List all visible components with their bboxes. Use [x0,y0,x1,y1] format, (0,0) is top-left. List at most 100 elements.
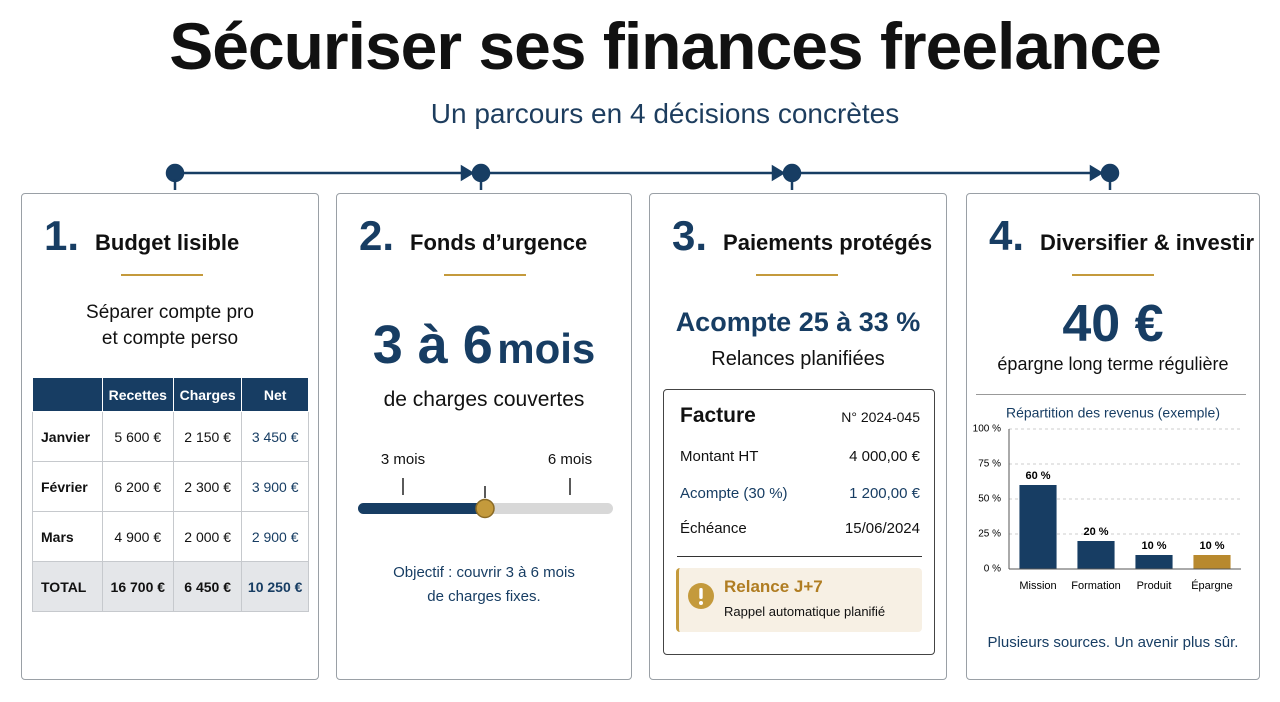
divider [677,556,922,557]
cell: 16 700 € [101,561,174,612]
cell: Mars [32,511,103,562]
invoice-row: Montant HT 4 000,00 € [680,448,920,465]
invoice-row: Acompte (30 %) 1 200,00 € [680,485,920,502]
timeline [165,163,1120,190]
alert: Relance J+7 Rappel automatique planifié [676,568,922,632]
row-label: Échéance [680,520,747,537]
y-tick-label: 0 % [984,564,1001,575]
y-tick-label: 50 % [978,494,1001,505]
card-header: 1. Budget lisible [22,212,239,260]
cell: 4 900 € [101,511,174,562]
table-row: Février 6 200 €2 300 €3 900 € [32,461,309,512]
highlight-unit: mois [497,325,596,372]
lead: Séparer compte pro [86,302,254,323]
title: Sécuriser ses finances freelance [169,9,1162,83]
chart-title: Répartition des revenus (exemple) [1006,405,1220,421]
data-label: 10 % [1199,540,1224,552]
card-header: 4. Diversifier & investir [967,212,1254,260]
cell: 2 150 € [172,411,243,462]
alert-title: Relance J+7 [724,577,823,596]
cell: 10 250 € [241,561,309,612]
budget-table: Recettes Charges Net Janvier 5 600 €2 150 €3… [32,377,309,612]
y-tick-label: 25 % [978,529,1001,540]
bar [1019,485,1057,569]
cell: 3 900 € [241,461,309,512]
cell: 6 450 € [172,561,243,612]
highlight: 3 à 6 mois [337,314,631,376]
step-number: 2. [359,212,395,259]
card-title: Paiements protégés [723,230,933,255]
table-row: Mars 4 900 €2 000 €2 900 € [32,511,309,562]
row-value: 4 000,00 € [849,448,920,465]
scale-label: 6 mois [547,451,593,468]
row-label: Montant HT [680,448,759,465]
bar [1077,541,1115,569]
cell: Janvier [32,411,103,462]
scale-label: 3 mois [380,451,426,468]
corner-cell [32,377,103,412]
slider [358,478,613,519]
cell: 6 200 € [101,461,174,512]
invoice-number: N° 2024-045 [841,409,920,425]
card: 2. Fonds d’urgence 3 à 6 mois de charges … [336,193,632,680]
card-header: 3. Paiements protégés [650,212,932,260]
card-title: Diversifier & investir [1040,230,1255,255]
cell: 2 300 € [172,461,243,512]
subtitle: Un parcours en 4 décisions concrètes [430,98,900,129]
footer: Plusieurs sources. Un avenir plus sûr. [987,634,1239,651]
step-number: 4. [989,212,1025,259]
data-label: 20 % [1083,526,1108,538]
cell: 2 000 € [172,511,243,562]
underline [756,274,838,276]
alert-text: Rappel automatique planifié [724,604,886,619]
x-tick-label: Formation [1071,580,1121,592]
invoice-header: Facture N° 2024-045 [680,404,920,428]
divider [976,394,1246,395]
bar [1135,555,1173,569]
table-row: TOTAL 16 700 €6 450 €10 250 € [32,561,309,612]
data-label: 60 % [1025,470,1050,482]
step-number: 3. [672,212,708,259]
underline [121,274,203,276]
row-label: Acompte (30 %) [680,485,788,502]
header-row: Recettes Charges Net [32,377,309,412]
card: 4. Diversifier & investir 40 € épargne lo… [966,193,1260,680]
invoice-row: Échéance 15/06/2024 [680,520,920,537]
note: de charges fixes. [427,588,541,605]
card: 3. Paiements protégés Acompte 25 à 33 % R… [649,193,947,680]
card-title: Budget lisible [95,230,240,255]
highlight: Acompte 25 à 33 % [675,307,921,337]
highlight: 40 € [1062,295,1164,353]
highlight-value: 3 à 6 [372,315,493,375]
invoice-title: Facture [680,404,756,427]
caption: de charges couvertes [383,388,585,411]
x-tick-label: Produit [1137,580,1172,592]
table-row: Janvier 5 600 €2 150 €3 450 € [32,411,309,462]
column-header: Recettes [101,377,174,412]
cell: 3 450 € [241,411,309,462]
note: Objectif : couvrir 3 à 6 mois [393,564,575,581]
y-tick-label: 100 % [973,424,1001,435]
alert-icon [688,583,714,609]
row-value: 15/06/2024 [844,520,920,537]
cell: 5 600 € [101,411,174,462]
underline [444,274,526,276]
card-header: 2. Fonds d’urgence [337,212,587,260]
column-header: Charges [172,377,243,412]
cell: Février [32,461,103,512]
chart: Répartition des revenus (exemple) 0 % 25 … [973,405,1241,592]
card: 1. Budget lisible Séparer compte pro et c… [21,193,319,680]
underline [1072,274,1154,276]
column-header: Net [241,377,309,412]
x-tick-label: Mission [1019,580,1056,592]
cell: 2 900 € [241,511,309,562]
lead: et compte perso [101,328,239,349]
step-number: 1. [44,212,80,259]
invoice: Facture N° 2024-045 Montant HT 4 000,00 € … [663,389,935,655]
caption: épargne long terme régulière [997,354,1229,374]
caption: Relances planifiées [711,348,885,370]
bar [1193,555,1231,569]
cell: TOTAL [32,561,103,612]
row-value: 1 200,00 € [849,485,920,502]
